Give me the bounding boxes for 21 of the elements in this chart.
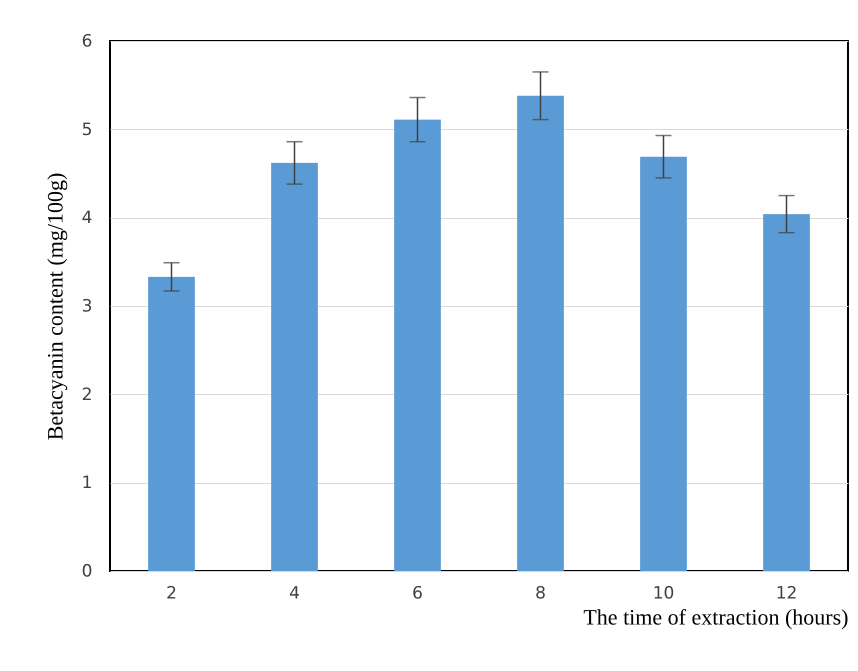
y-tick-label: 5 bbox=[82, 120, 92, 140]
bar bbox=[148, 276, 195, 571]
x-tick-label: 6 bbox=[412, 584, 423, 604]
bar bbox=[394, 120, 441, 571]
bar bbox=[517, 96, 564, 571]
x-tick-label: 8 bbox=[535, 584, 546, 604]
x-tick-label: 4 bbox=[289, 584, 300, 604]
y-axis-title: Betacyanin content (mg/100g) bbox=[42, 172, 68, 440]
x-axis-title: The time of extraction (hours) bbox=[583, 604, 848, 630]
bar bbox=[271, 162, 318, 571]
y-tick-label: 3 bbox=[82, 296, 92, 316]
bar bbox=[640, 156, 687, 571]
bar bbox=[763, 214, 810, 571]
y-tick-label: 2 bbox=[82, 384, 92, 405]
x-tick-label: 2 bbox=[166, 584, 177, 604]
y-tick-label: 0 bbox=[82, 562, 92, 582]
x-tick-label: 10 bbox=[652, 584, 674, 604]
y-tick-label: 1 bbox=[82, 473, 92, 494]
x-tick-label: 12 bbox=[776, 584, 798, 604]
y-tick-label: 6 bbox=[82, 32, 92, 52]
y-tick-label: 4 bbox=[82, 208, 92, 228]
